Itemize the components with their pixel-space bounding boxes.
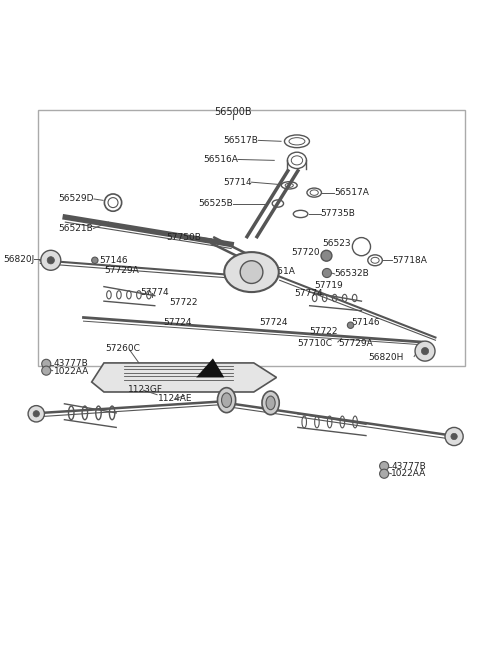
Ellipse shape [222,393,231,407]
Text: 57260C: 57260C [105,345,140,353]
Circle shape [445,428,463,445]
Circle shape [92,257,98,263]
Text: 1022AA: 1022AA [391,469,427,478]
Text: 57729A: 57729A [104,266,139,275]
Circle shape [380,462,389,470]
Text: 57750B: 57750B [166,233,201,242]
FancyBboxPatch shape [38,109,465,366]
Text: 56525B: 56525B [199,199,233,208]
Circle shape [33,411,39,417]
Text: 57146: 57146 [99,256,128,265]
Text: 57774: 57774 [140,288,169,297]
Text: 56551A: 56551A [261,267,296,276]
Text: 56820H: 56820H [369,352,404,362]
Circle shape [42,360,51,368]
Ellipse shape [217,388,236,413]
Text: 57720: 57720 [291,248,320,257]
Text: 1123GF: 1123GF [128,385,163,394]
Text: 56523: 56523 [322,239,350,248]
Text: 57729A: 57729A [338,339,372,348]
Circle shape [380,469,389,478]
Ellipse shape [224,252,279,292]
Text: 57719: 57719 [314,281,343,290]
Circle shape [321,250,332,261]
Text: 56529D: 56529D [59,195,94,204]
Text: 57722: 57722 [169,298,197,307]
Circle shape [348,322,354,328]
Circle shape [323,269,332,278]
Text: 43777B: 43777B [391,462,426,470]
Ellipse shape [266,396,275,409]
Text: 57724: 57724 [163,318,192,328]
Text: 57724: 57724 [260,318,288,328]
Text: 56532B: 56532B [335,269,370,278]
Circle shape [421,348,429,355]
Circle shape [41,250,61,271]
Circle shape [47,257,54,264]
Text: 56517B: 56517B [224,136,258,145]
Text: 56517A: 56517A [334,188,369,197]
Text: 43777B: 43777B [54,360,89,368]
Text: 57735B: 57735B [321,210,355,219]
Text: 57714: 57714 [223,178,252,187]
Text: 57774: 57774 [295,289,324,298]
Circle shape [415,341,435,361]
Text: 56516A: 56516A [203,155,238,164]
Circle shape [28,405,45,422]
Text: 56820J: 56820J [3,255,35,264]
Text: 57718A: 57718A [392,256,427,265]
Circle shape [42,366,51,375]
Polygon shape [196,358,224,377]
Text: 56500B: 56500B [215,107,252,117]
Circle shape [240,261,263,284]
Text: 1022AA: 1022AA [54,367,89,375]
Ellipse shape [262,391,279,415]
Text: 1124AE: 1124AE [158,394,193,403]
Text: 56521B: 56521B [59,224,94,233]
Circle shape [451,434,457,440]
Text: 57722: 57722 [310,327,338,335]
Polygon shape [92,363,276,392]
Text: 57710C: 57710C [297,339,332,348]
Text: 57146: 57146 [351,318,380,328]
